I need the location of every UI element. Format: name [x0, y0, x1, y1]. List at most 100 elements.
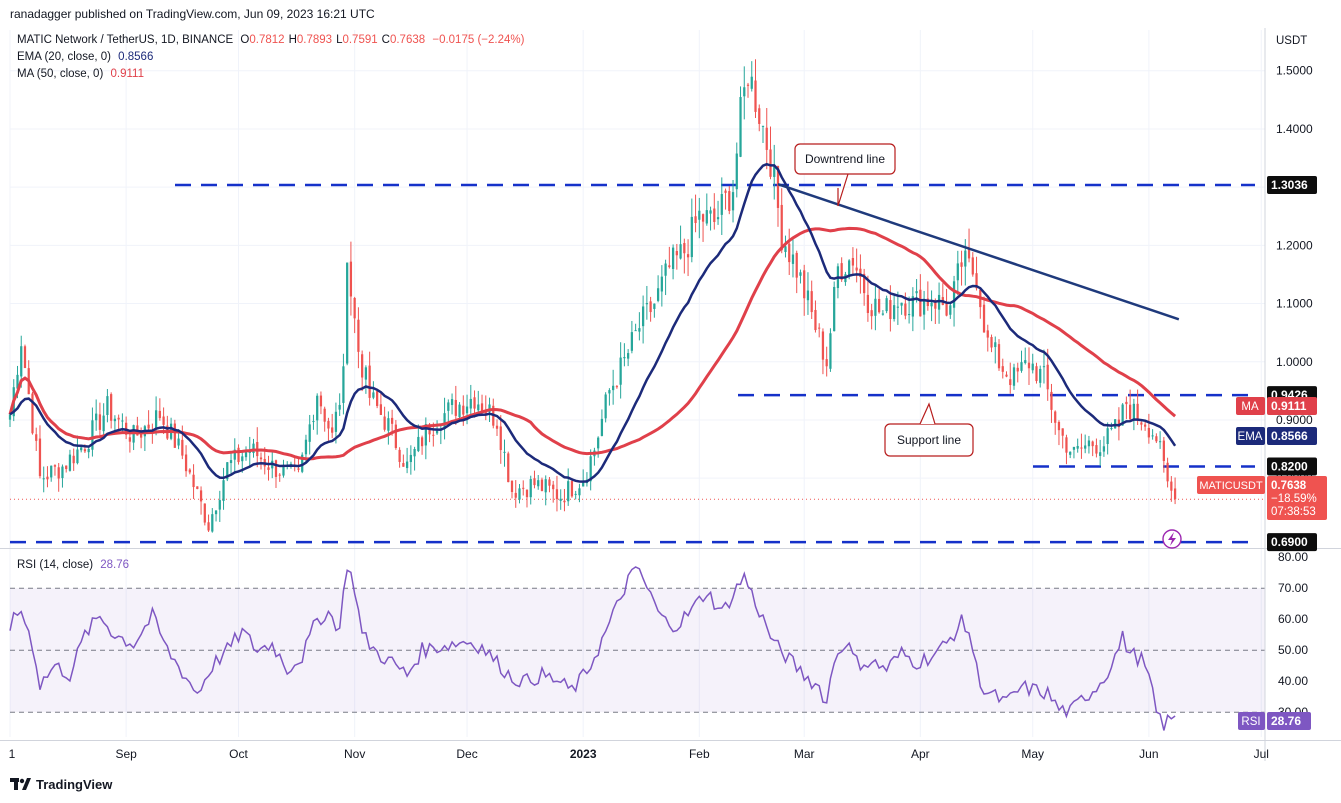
- candle: [42, 466, 45, 493]
- candle-body: [342, 366, 345, 403]
- candle-body: [405, 461, 409, 469]
- candle-body: [1102, 446, 1106, 452]
- candle-body: [818, 327, 821, 329]
- candle: [458, 402, 461, 420]
- candle-body: [945, 303, 948, 316]
- candle: [716, 200, 720, 225]
- candle: [866, 275, 870, 322]
- candle: [1099, 439, 1102, 466]
- ma-value: 0.9111: [110, 68, 144, 80]
- candle-body: [1016, 367, 1019, 372]
- candle-body: [177, 438, 180, 446]
- candle-body: [1147, 427, 1150, 438]
- grid: [9, 30, 1265, 737]
- candle-body: [357, 319, 360, 352]
- candle-body: [301, 454, 304, 472]
- candle: [698, 197, 701, 239]
- candle-body: [199, 490, 203, 502]
- candle-body: [507, 453, 510, 483]
- candle-body: [46, 476, 49, 480]
- candle: [919, 274, 922, 317]
- candle-body: [383, 416, 386, 430]
- candle: [87, 447, 90, 459]
- candle: [162, 407, 165, 435]
- candle-body: [173, 423, 176, 448]
- candle-body: [110, 394, 113, 421]
- candle-body: [465, 406, 469, 414]
- candle: [514, 480, 517, 508]
- candle-body: [1012, 367, 1016, 386]
- ma50-line: [8, 226, 1177, 461]
- candle-body: [567, 481, 570, 502]
- price-tick-label: 1.2000: [1276, 238, 1313, 252]
- candle-body: [746, 84, 750, 86]
- candle: [1061, 428, 1064, 449]
- candle-body: [604, 394, 607, 419]
- candle-body: [866, 294, 870, 313]
- candle-body: [600, 418, 604, 436]
- candle: [960, 250, 963, 286]
- candle: [544, 475, 547, 506]
- candle: [413, 446, 416, 471]
- candle: [844, 271, 847, 286]
- support-callout-pointer: [919, 402, 936, 425]
- candle-body: [473, 397, 476, 409]
- candle: [327, 417, 330, 441]
- candle: [1076, 438, 1079, 453]
- tradingview-logo[interactable]: TradingView: [10, 777, 112, 792]
- candle-body: [885, 298, 888, 312]
- candle: [997, 339, 1001, 371]
- candle: [301, 452, 304, 474]
- candle: [788, 228, 791, 275]
- candle: [1024, 347, 1027, 365]
- candle: [61, 464, 64, 488]
- candle-body: [95, 413, 98, 421]
- candle-body: [443, 413, 446, 429]
- candle-body: [994, 342, 997, 348]
- rsi-legend[interactable]: RSI (14, close) 28.76: [17, 559, 129, 571]
- candle: [870, 303, 873, 330]
- ma-legend[interactable]: MA (50, close, 0) 0.9111: [17, 68, 144, 80]
- candle: [855, 248, 858, 283]
- candle-body: [922, 298, 926, 315]
- symbol-name[interactable]: MATIC Network / TetherUS, 1D, BINANCE: [17, 34, 234, 46]
- candle: [372, 381, 375, 400]
- candle-body: [934, 300, 937, 309]
- candle: [570, 477, 574, 498]
- candle-body: [450, 399, 454, 405]
- downtrend-callout-pointer: [837, 173, 849, 207]
- candle: [825, 346, 828, 377]
- candle: [746, 82, 750, 98]
- candle-body: [634, 330, 637, 332]
- time-tick-label: Oct: [229, 747, 248, 761]
- ema20-line: [9, 162, 1177, 483]
- candle: [237, 444, 240, 465]
- candle: [585, 472, 589, 487]
- candle: [664, 259, 667, 296]
- candle-body: [237, 447, 240, 463]
- candle: [518, 484, 521, 504]
- candle-body: [705, 210, 708, 224]
- badge-level-1-box: [1267, 176, 1317, 195]
- badge-level-3-box: [1267, 457, 1317, 476]
- candle: [810, 280, 813, 320]
- candle: [641, 295, 645, 344]
- candle: [1143, 420, 1147, 431]
- candle-body: [61, 466, 64, 479]
- ema-legend[interactable]: EMA (20, close, 0) 0.8566: [17, 51, 153, 63]
- candle: [971, 252, 974, 277]
- candle-body: [761, 125, 765, 127]
- candle-body: [582, 482, 585, 487]
- candle: [267, 455, 270, 481]
- candle-body: [327, 420, 330, 429]
- candle-body: [1155, 436, 1158, 442]
- candle: [1012, 363, 1016, 390]
- candle: [256, 427, 259, 468]
- candle-body: [1162, 440, 1165, 461]
- candle: [679, 225, 682, 260]
- candle: [791, 238, 795, 278]
- candle-body: [394, 424, 397, 448]
- candle: [638, 312, 641, 341]
- candle: [776, 165, 780, 227]
